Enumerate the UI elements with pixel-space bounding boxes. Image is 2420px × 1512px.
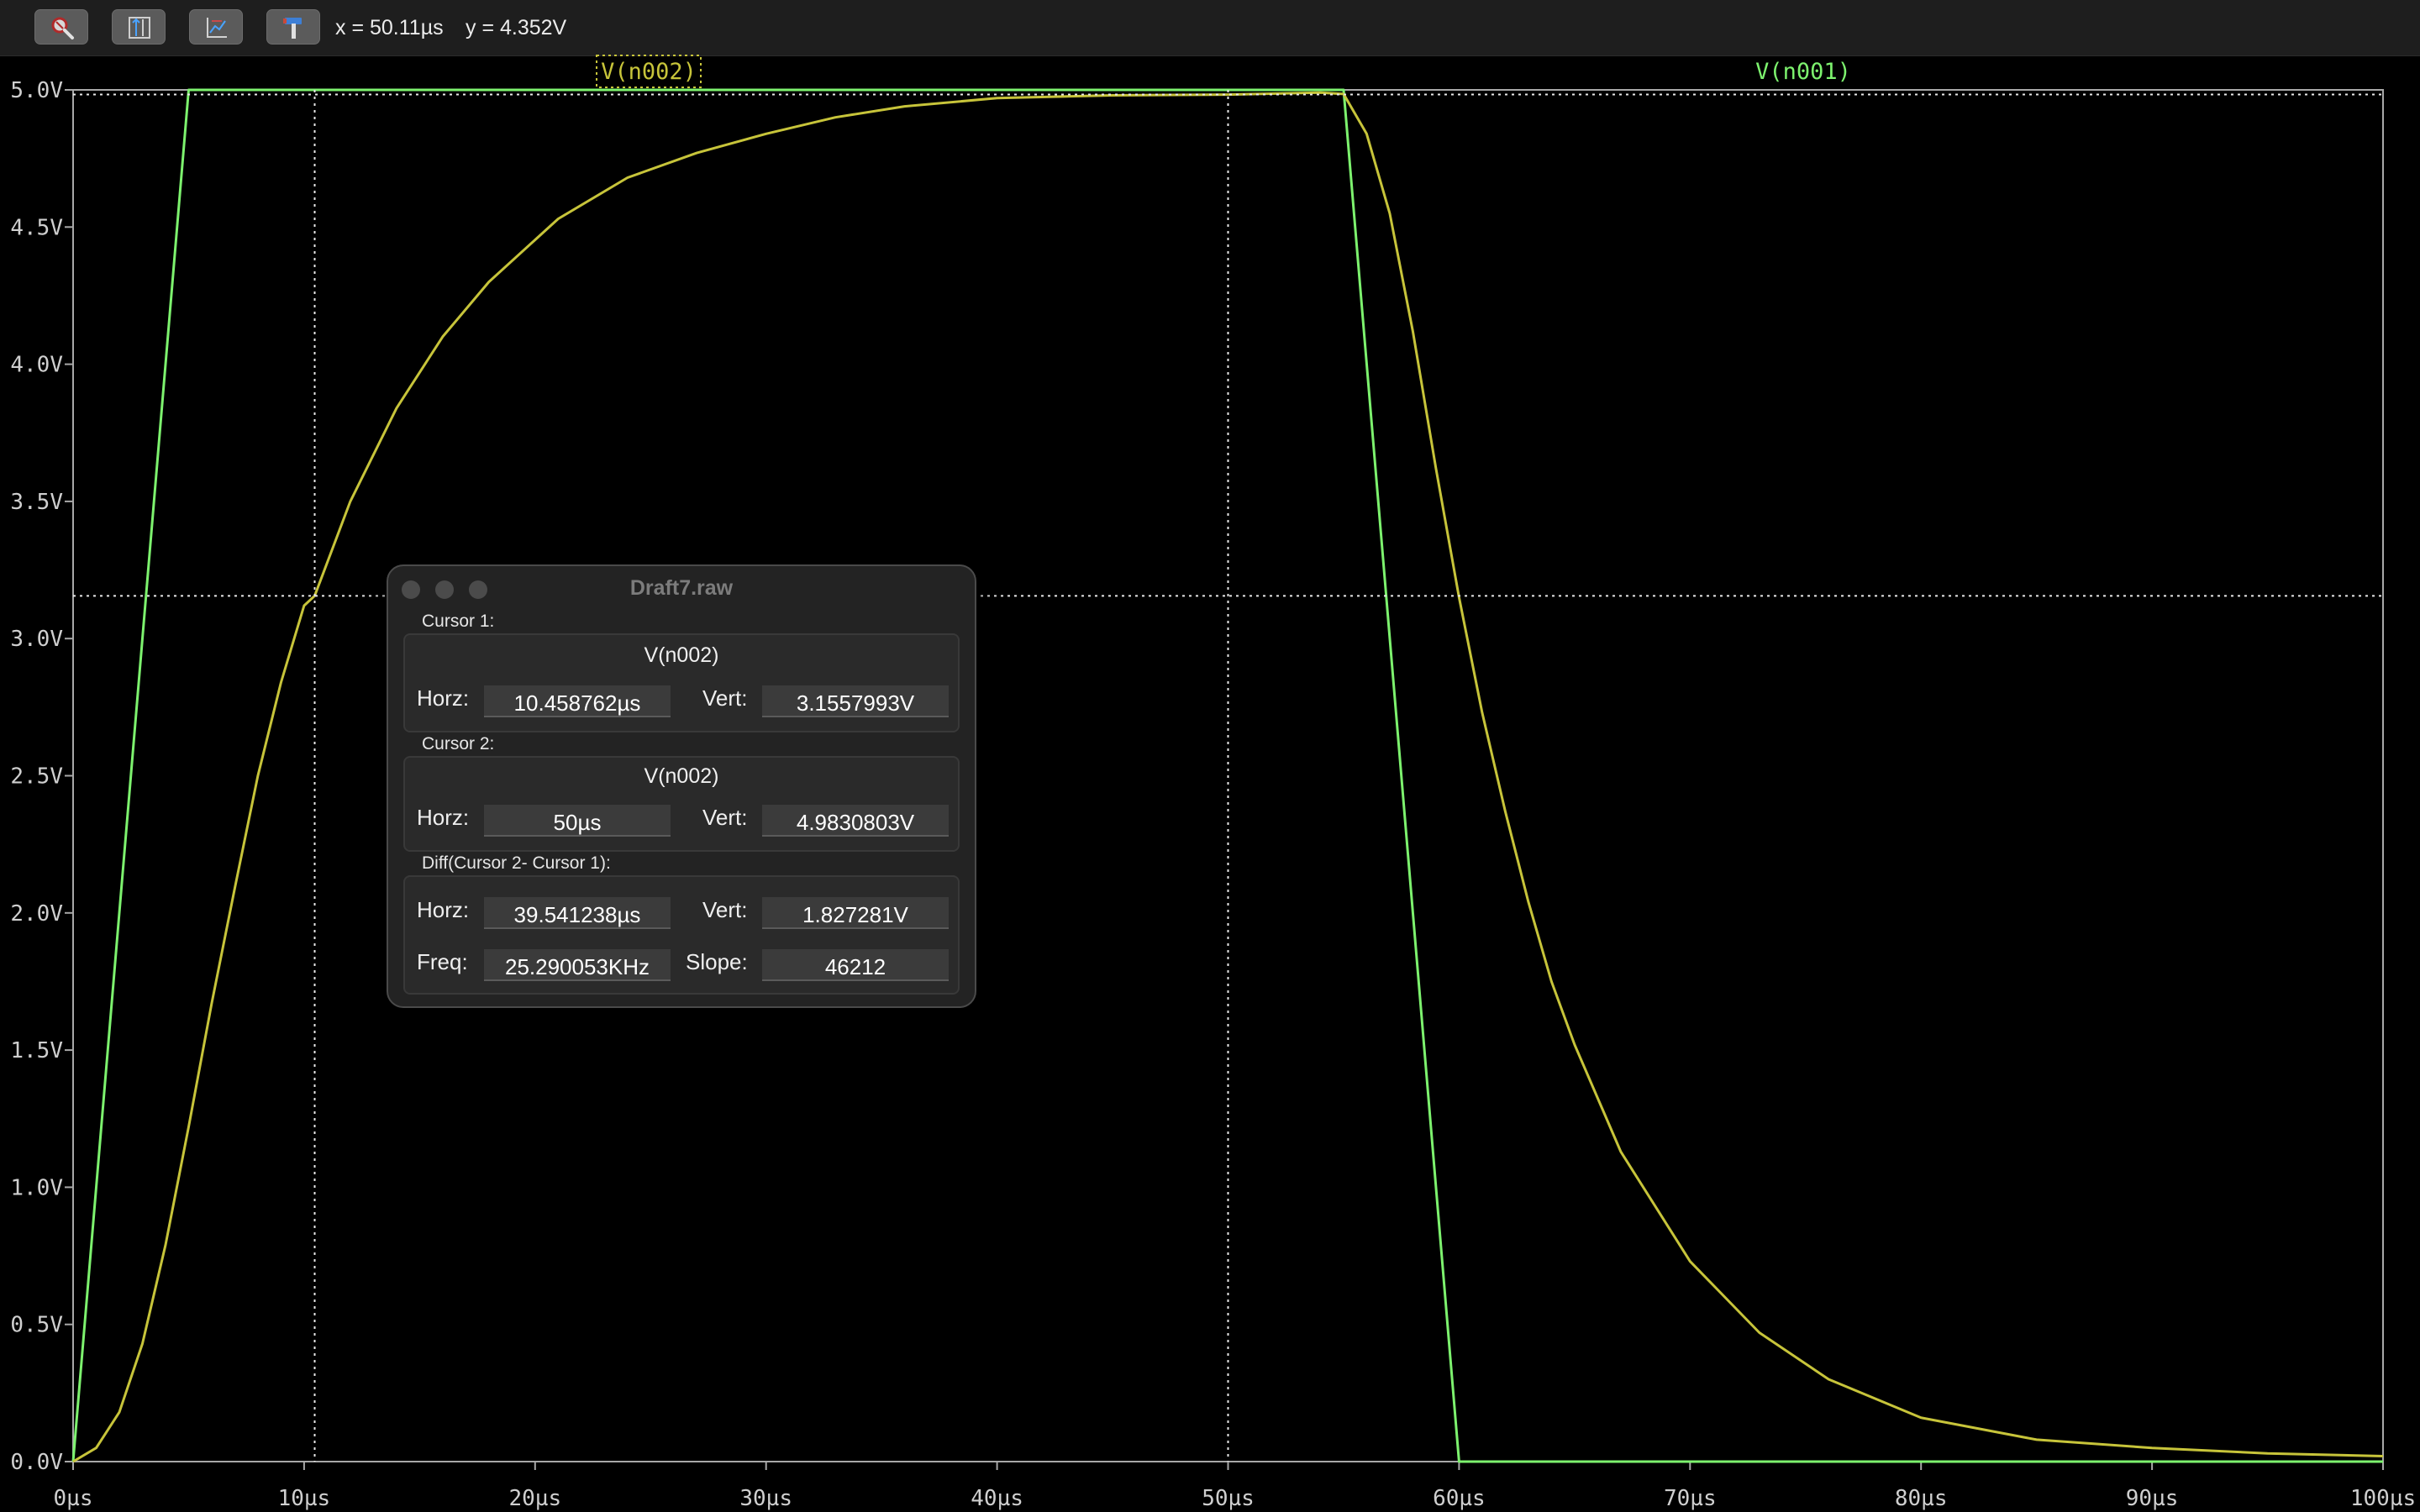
cursor2-vert-label: Vert: (702, 805, 748, 830)
x-tick-label: 70µs (1664, 1486, 1717, 1511)
y-tick-label: 1.5V (10, 1038, 63, 1063)
cursor2-vert-field[interactable]: 4.9830803V (762, 805, 949, 837)
trace-label-vn002[interactable]: V(n002) (601, 59, 697, 85)
y-tick-label: 2.5V (10, 764, 63, 790)
diff-vert-label: Vert: (702, 897, 748, 922)
dialog-titlebar[interactable]: Draft7.raw (388, 566, 975, 610)
x-coordinate-readout: x = 50.11µs (335, 16, 444, 39)
plot-toolbar: x = 50.11µs y = 4.352V (0, 0, 2420, 56)
y-tick-label: 1.0V (10, 1175, 63, 1200)
x-tick-label: 80µs (1895, 1486, 1948, 1511)
cursor1-horz-label: Horz: (417, 685, 470, 711)
cursor-readout-dialog[interactable]: Draft7.raw Cursor 1: V(n002) Horz: 10.45… (387, 564, 976, 1008)
cursor2-group: V(n002) Horz: 50µs Vert: 4.9830803V (403, 756, 960, 852)
x-tick-label: 30µs (739, 1486, 792, 1511)
series-line-vn001[interactable] (71, 88, 2383, 1463)
x-tick-label: 20µs (508, 1486, 561, 1511)
y-tick-label: 3.0V (10, 627, 63, 652)
cursor2-horz-label: Horz: (417, 805, 470, 830)
y-tick-label: 4.5V (10, 215, 63, 240)
dialog-title: Draft7.raw (629, 576, 734, 600)
minimize-window-button[interactable] (435, 580, 454, 599)
diff-group: Horz: 39.541238µs Vert: 1.827281V Freq: … (403, 875, 960, 995)
x-tick-label: 60µs (1433, 1486, 1486, 1511)
diff-vert-field[interactable]: 1.827281V (762, 897, 949, 929)
cursor1-vert-field[interactable]: 3.1557993V (762, 685, 949, 717)
y-tick-label: 5.0V (10, 78, 63, 103)
y-tick-label: 0.5V (10, 1313, 63, 1338)
diff-freq-field[interactable]: 25.290053KHz (484, 949, 671, 981)
diff-slope-field[interactable]: 46212 (762, 949, 949, 981)
x-tick-label: 50µs (1202, 1486, 1255, 1511)
close-window-button[interactable] (402, 580, 420, 599)
zoom-window-button[interactable] (469, 580, 487, 599)
cursor1-signal: V(n002) (644, 643, 719, 667)
y-tick-label: 2.0V (10, 901, 63, 927)
y-tick-label: 3.5V (10, 490, 63, 515)
x-tick-label: 10µs (278, 1486, 331, 1511)
selected-trace-box (596, 55, 702, 88)
autorange-button[interactable] (34, 9, 88, 45)
series-line-vn002[interactable] (72, 91, 2384, 1463)
x-tick-label: 40µs (971, 1486, 1023, 1511)
vertical-fit-icon (129, 17, 150, 39)
y-coordinate-readout: y = 4.352V (466, 16, 567, 39)
diff-label: Diff(Cursor 2- Cursor 1): (422, 853, 611, 873)
cursor1-group: V(n002) Horz: 10.458762µs Vert: 3.155799… (403, 633, 960, 732)
cursor1-vert-label: Vert: (702, 685, 748, 711)
plot-settings-button[interactable] (189, 9, 243, 45)
cursor2-label: Cursor 2: (422, 734, 495, 753)
y-tick-label: 0.0V (10, 1450, 63, 1475)
plot-settings-icon (207, 18, 227, 38)
cursor2-horz-field[interactable]: 50µs (484, 805, 671, 837)
diff-freq-label: Freq: (417, 949, 468, 974)
cursor1-horz-field[interactable]: 10.458762µs (484, 685, 671, 717)
y-tick-label: 4.0V (10, 353, 63, 378)
diff-horz-label: Horz: (417, 897, 470, 922)
cursor1-label: Cursor 1: (422, 612, 495, 631)
probe-button[interactable] (266, 9, 320, 45)
diff-horz-field[interactable]: 39.541238µs (484, 897, 671, 929)
cursor2-signal: V(n002) (644, 764, 719, 788)
fit-vertical-button[interactable] (112, 9, 166, 45)
trace-label-vn001[interactable]: V(n001) (1755, 59, 1851, 85)
diff-slope-label: Slope: (686, 949, 748, 974)
hammer-icon (283, 18, 302, 39)
x-tick-label: 100µs (2350, 1486, 2416, 1511)
zoom-magnifier-icon (51, 17, 74, 39)
x-tick-label: 90µs (2126, 1486, 2179, 1511)
x-tick-label: 0µs (54, 1486, 93, 1511)
